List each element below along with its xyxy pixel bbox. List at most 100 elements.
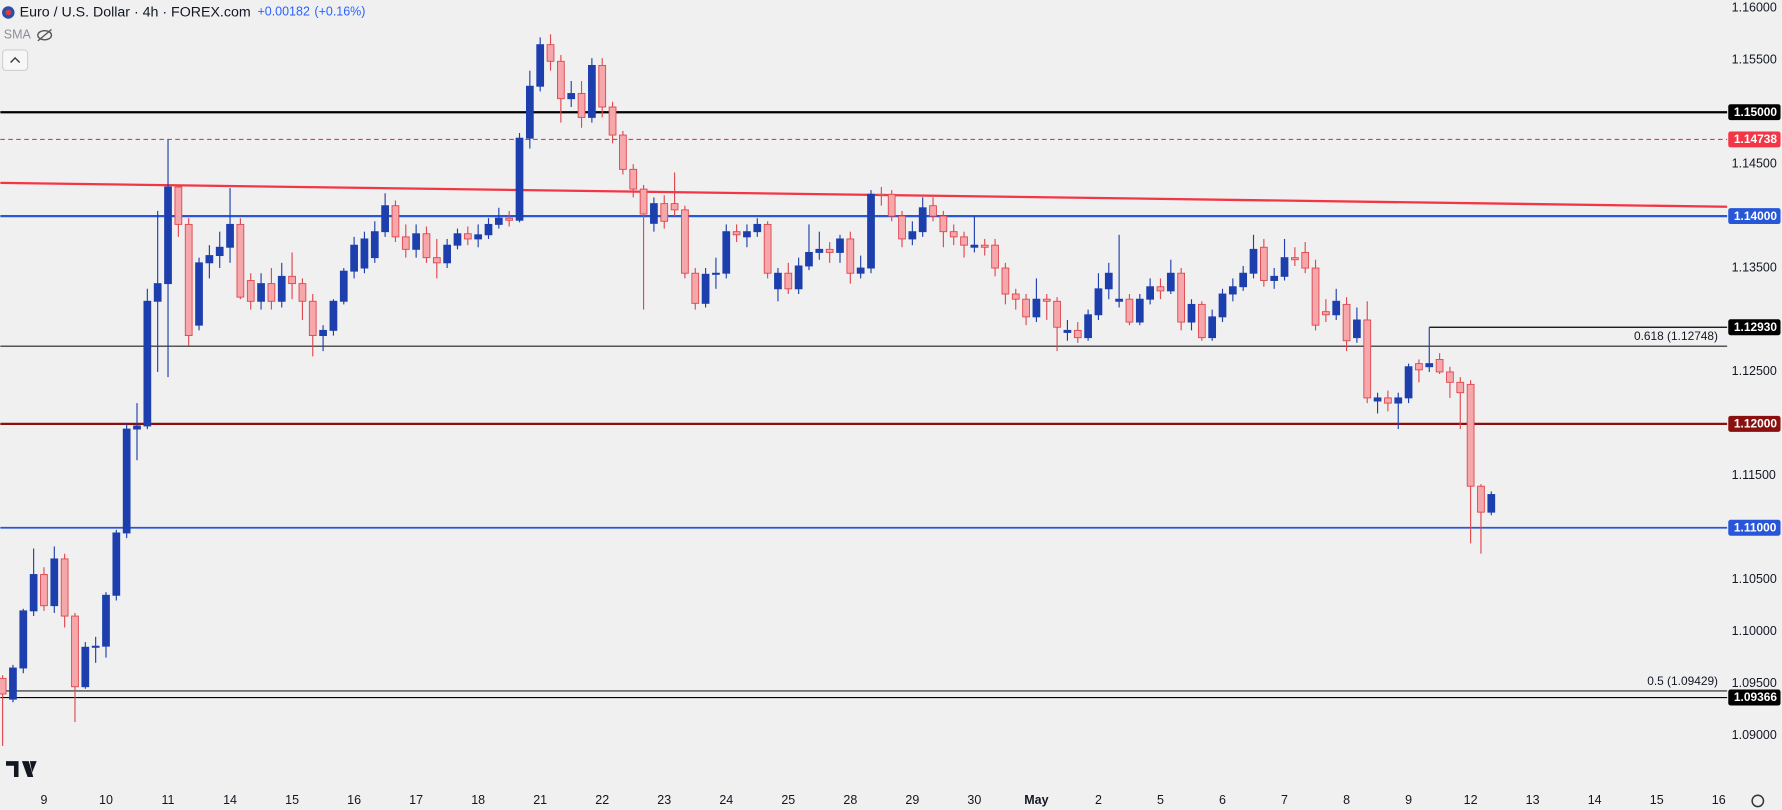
candle-body: [1456, 381, 1465, 394]
candle-body: [1322, 311, 1330, 316]
price-badge: [1728, 131, 1781, 148]
price-badge: [1728, 319, 1781, 336]
logo: [6, 761, 37, 778]
candle-body: [608, 106, 617, 136]
candle-body: [81, 646, 90, 688]
y-tick-label: 1.15500: [1732, 53, 1777, 67]
candle-body: [1073, 329, 1082, 339]
candle-body: [991, 244, 999, 269]
candle-body: [1477, 485, 1485, 513]
candle-body: [732, 231, 741, 236]
candle-body: [774, 272, 782, 290]
candle-body: [567, 93, 576, 100]
candle-body: [164, 186, 172, 285]
candle-body: [133, 425, 141, 430]
candle-body: [1094, 288, 1103, 316]
candle-body: [681, 209, 689, 274]
candle-body: [40, 574, 48, 607]
candle-body: [650, 203, 658, 224]
candle-body: [112, 532, 121, 596]
x-tick-label: 15: [1650, 793, 1664, 807]
candle-body: [712, 272, 720, 275]
candle-body: [557, 60, 565, 100]
x-tick-label: 7: [1281, 793, 1288, 807]
candle-body: [1022, 298, 1030, 318]
candle-body: [918, 207, 927, 233]
candle-body: [463, 233, 472, 240]
candle-body: [784, 272, 793, 290]
candle-body: [1425, 363, 1434, 368]
settings-icon[interactable]: [1751, 794, 1765, 808]
x-tick-label: 25: [781, 793, 795, 807]
candle-body: [1208, 316, 1217, 339]
y-tick-label: 1.16000: [1732, 1, 1777, 15]
candle-body: [236, 223, 245, 298]
candle-body: [1404, 366, 1413, 399]
candle-body: [1259, 246, 1268, 281]
candle-body: [319, 329, 327, 337]
candle-body: [929, 205, 937, 217]
candle-body: [1197, 303, 1206, 339]
candle-body: [960, 236, 968, 246]
candle-body: [1435, 359, 1444, 373]
y-tick-label: 1.12500: [1732, 364, 1777, 378]
y-tick-label: 1.10500: [1732, 572, 1777, 586]
candle-body: [1394, 397, 1403, 404]
price-badge-label: 1.15000: [1734, 105, 1777, 119]
price-badge: [1728, 415, 1781, 432]
candle-body: [257, 283, 265, 302]
candle-body: [753, 223, 762, 233]
x-tick-label: 14: [223, 793, 237, 807]
candle-body: [267, 283, 276, 302]
y-tick-label: 1.10000: [1732, 624, 1777, 638]
candle-body: [1239, 272, 1248, 288]
candle-body: [949, 231, 958, 238]
collapse-icon: [10, 56, 21, 63]
symbol-title: Euro / U.S. Dollar · 4h · FOREX.com: [20, 4, 251, 20]
y-tick-label: 1.13500: [1732, 260, 1777, 274]
trend-line: [0, 181, 1728, 208]
candle-body: [660, 203, 669, 222]
candle-body: [825, 248, 834, 253]
candle-body: [1342, 303, 1351, 342]
x-tick-label: 15: [285, 793, 299, 807]
price-badge: [1728, 519, 1781, 536]
collapse-button[interactable]: [2, 49, 29, 72]
candle-body: [908, 231, 917, 240]
x-tick-label: 24: [719, 793, 733, 807]
candle-body: [722, 231, 731, 274]
candle-body: [939, 215, 948, 233]
price-change-pct: (+0.16%): [314, 5, 365, 19]
candle-body: [1001, 267, 1010, 295]
candle-body: [339, 270, 348, 302]
candle-body: [1104, 272, 1113, 290]
candle-body: [1187, 303, 1196, 323]
candle-body: [195, 262, 203, 326]
price-badge: [1728, 208, 1781, 225]
candle-body: [701, 273, 710, 304]
candle-body: [1135, 298, 1144, 323]
candle-body: [412, 233, 420, 250]
candle-body: [277, 275, 286, 302]
candle-body: [1156, 286, 1165, 292]
candle-body: [205, 255, 214, 264]
candle-body: [691, 272, 700, 304]
candle-body: [153, 283, 162, 302]
candle-body: [836, 238, 844, 253]
fib-label: 0.618 (1.12748): [1634, 329, 1718, 343]
x-tick-label: 9: [1405, 793, 1412, 807]
candle-body: [629, 168, 638, 190]
indicator-label[interactable]: SMA: [4, 28, 32, 42]
candle-body: [515, 137, 524, 221]
candle-body: [246, 280, 255, 302]
visibility-icon[interactable]: [37, 29, 53, 42]
candle-body: [226, 223, 234, 248]
candle-body: [970, 244, 979, 248]
candle-body: [619, 134, 627, 170]
candle-body: [29, 574, 38, 612]
symbol-icon: [5, 9, 12, 16]
candle-body: [1466, 383, 1475, 487]
candle-body: [381, 205, 389, 233]
